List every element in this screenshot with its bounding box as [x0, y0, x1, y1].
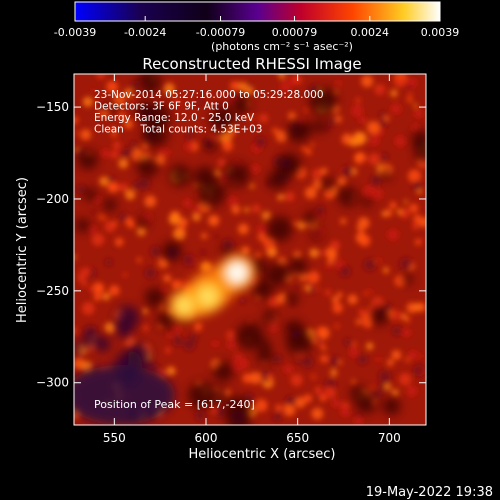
y-tick-label: −150: [36, 100, 69, 114]
colorbar-tick-label: -0.0024: [124, 26, 166, 39]
colorbar-tick-label: -0.0039: [54, 26, 96, 39]
colorbar-ticks: -0.0039 -0.0024 -0.00079 0.00079 0.0024 0.003…: [54, 16, 459, 39]
annotation-line: Energy Range: 12.0 - 25.0 keV: [94, 112, 255, 124]
y-axis-label: Heliocentric Y (arcsec): [15, 177, 30, 323]
peak-position-label: Position of Peak = [617,-240]: [94, 398, 255, 411]
footer-date: 19-May-2022 19:38: [366, 485, 493, 500]
colorbar-unit-label: (photons cm⁻² s⁻¹ asec⁻²): [211, 40, 353, 53]
annotation-line: Clean Total counts: 4.53E+03: [94, 124, 263, 136]
x-tick-label: 700: [378, 431, 401, 445]
colorbar-tick-label: 0.00079: [272, 26, 318, 39]
y-tick-label: −200: [36, 192, 69, 206]
x-tick-label: 650: [286, 431, 309, 445]
y-tick-label: −250: [36, 284, 69, 298]
colorbar-tick-label: -0.00079: [196, 26, 245, 39]
colorbar: [74, 1, 441, 22]
x-tick-label: 550: [103, 431, 126, 445]
axis-ticks: 550 600 650 700 −150 −200 −250 −300: [36, 74, 426, 445]
chart-title: Reconstructed RHESSI Image: [142, 55, 361, 73]
annotation-line: Detectors: 3F 6F 9F, Att 0: [94, 101, 229, 113]
colorbar-tick-label: 0.0024: [351, 26, 390, 39]
plot-frame: [73, 73, 427, 426]
annotation-block: 23-Nov-2014 05:27:16.000 to 05:29:28.000…: [94, 89, 324, 136]
heatmap-image: [74, 74, 426, 425]
colorbar-tick-label: 0.0039: [421, 26, 460, 39]
x-tick-label: 600: [195, 431, 218, 445]
x-axis-label: Heliocentric X (arcsec): [189, 447, 336, 462]
annotation-line: 23-Nov-2014 05:27:16.000 to 05:29:28.000: [94, 89, 324, 101]
y-tick-label: −300: [36, 376, 69, 390]
